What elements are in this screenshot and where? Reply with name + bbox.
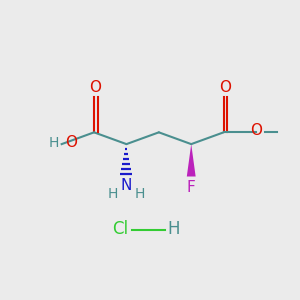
Polygon shape	[187, 144, 196, 176]
Text: O: O	[219, 80, 231, 94]
Text: N: N	[121, 178, 132, 193]
Text: O: O	[250, 123, 262, 138]
Text: H: H	[49, 136, 59, 150]
Text: O: O	[65, 135, 77, 150]
Text: H: H	[108, 187, 119, 201]
Text: O: O	[89, 80, 101, 94]
Text: H: H	[134, 187, 145, 201]
Text: Cl: Cl	[112, 220, 129, 238]
Text: H: H	[167, 220, 180, 238]
Text: F: F	[187, 180, 196, 195]
